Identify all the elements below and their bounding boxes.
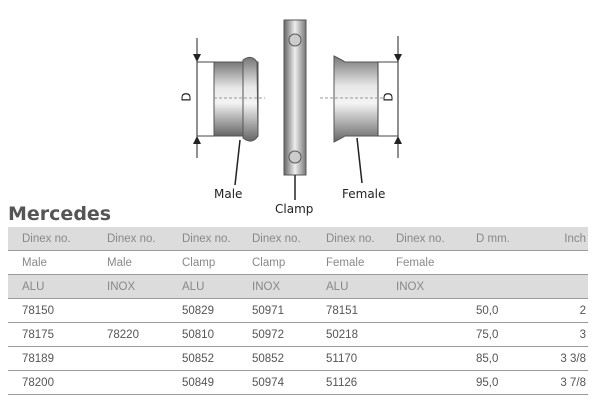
exhaust-connector-diagram (193, 19, 402, 200)
header-cell: Dinex no. (182, 233, 231, 245)
header-cell: Female (396, 257, 435, 269)
header-cell: Male (22, 257, 47, 269)
female-label: Female (342, 187, 386, 201)
header-cell: Clamp (182, 257, 216, 269)
header-cell: Female (326, 257, 365, 269)
dimension-label-right: D (381, 92, 396, 102)
table-cell: 78200 (22, 377, 54, 389)
table-cell: 51126 (326, 377, 358, 389)
table-cell: 50849 (182, 377, 214, 389)
table-header-row: Dinex no. Dinex no. Dinex no. Dinex no. Dine… (8, 227, 588, 251)
header-cell: Dinex no. (22, 233, 71, 245)
table-cell: 50971 (252, 305, 284, 317)
dimension-label-left: D (179, 92, 194, 102)
header-cell: Inch (564, 233, 586, 245)
table-cell: 78189 (22, 353, 54, 365)
table-row: 78175 78220 50810 50972 50218 75,0 3 (8, 323, 588, 347)
table-cell: 50974 (252, 377, 284, 389)
table-cell: 50852 (182, 353, 214, 365)
header-cell: D mm. (476, 233, 510, 245)
table-cell: 50829 (182, 305, 214, 317)
table-cell: 78175 (22, 329, 54, 341)
header-cell: Dinex no. (396, 233, 445, 245)
header-cell: INOX (107, 281, 136, 293)
table-cell: 50852 (252, 353, 284, 365)
clamp (283, 19, 307, 200)
table-cell: 50218 (326, 329, 358, 341)
dimension-left (193, 38, 214, 158)
table-cell: 50972 (252, 329, 284, 341)
table-cell: 3 (579, 329, 586, 341)
header-cell: ALU (182, 281, 205, 293)
table-cell: 85,0 (476, 353, 499, 365)
header-cell: ALU (326, 281, 349, 293)
header-cell: Clamp (252, 257, 286, 269)
table-cell: 51170 (326, 353, 358, 365)
clamp-label: Clamp (275, 202, 314, 216)
header-cell: INOX (252, 281, 281, 293)
header-cell: Dinex no. (107, 233, 156, 245)
table-cell: 78151 (326, 305, 358, 317)
table-cell: 3 3/8 (560, 353, 586, 365)
table-cell: 2 (579, 305, 586, 317)
table-row: 78189 50852 50852 51170 85,0 3 3/8 (8, 347, 588, 371)
dimension-right (394, 36, 402, 158)
table-cell: 78220 (107, 329, 139, 341)
header-cell: Dinex no. (326, 233, 375, 245)
table-row: 78150 50829 50971 78151 50,0 2 (8, 299, 588, 323)
header-cell: INOX (396, 281, 425, 293)
header-cell: Male (107, 257, 132, 269)
table-row: 78200 50849 50974 51126 95,0 3 7/8 (8, 371, 588, 395)
header-cell: ALU (22, 281, 45, 293)
table-cell: 3 7/8 (560, 377, 586, 389)
table-cell: 50,0 (476, 305, 499, 317)
table-cell: 75,0 (476, 329, 499, 341)
table-cell: 95,0 (476, 377, 499, 389)
header-cell: Dinex no. (252, 233, 301, 245)
male-label: Male (214, 187, 243, 201)
table-header-row: Male Male Clamp Clamp Female Female (8, 251, 588, 275)
brand-title: Mercedes (8, 203, 112, 225)
male-fitting (213, 56, 265, 186)
female-fitting (320, 55, 399, 184)
table-cell: 50810 (182, 329, 214, 341)
parts-table: Dinex no. Dinex no. Dinex no. Dinex no. Dine… (8, 227, 588, 395)
table-cell: 78150 (22, 305, 54, 317)
table-header-row: ALU INOX ALU INOX ALU INOX (8, 275, 588, 299)
